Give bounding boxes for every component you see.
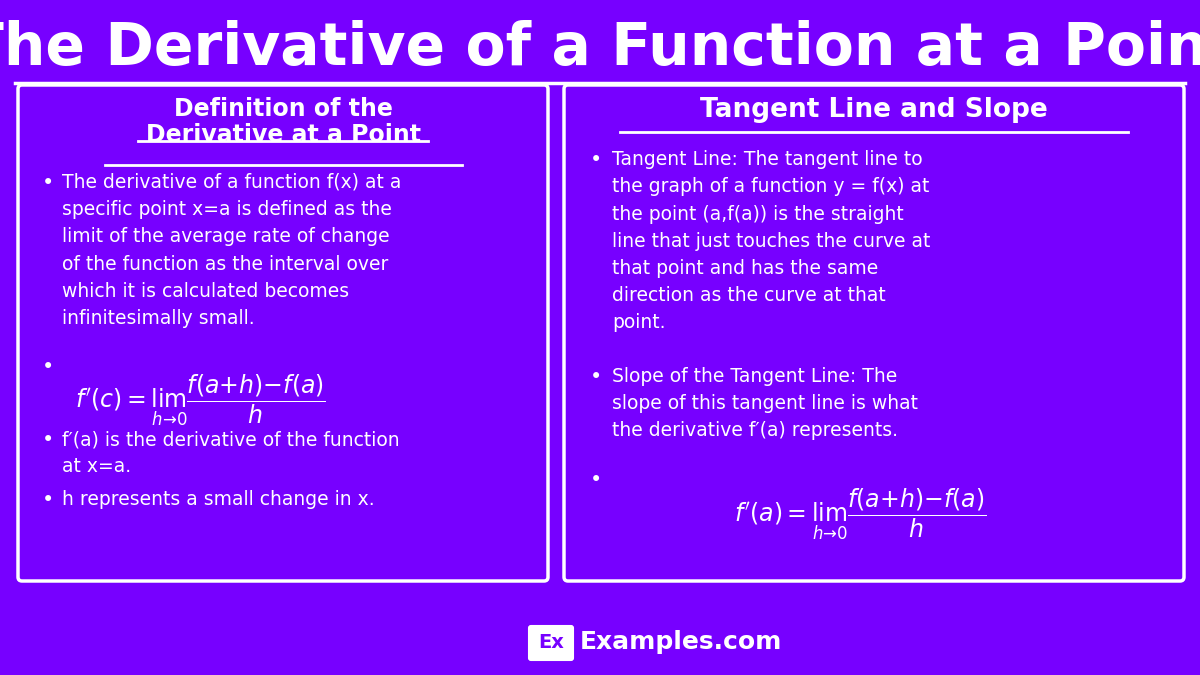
Text: •: • bbox=[42, 357, 54, 377]
Text: •: • bbox=[42, 173, 54, 193]
Text: •: • bbox=[590, 150, 602, 170]
Text: h represents a small change in x.: h represents a small change in x. bbox=[62, 490, 374, 509]
Text: The derivative of a function f(x) at a
specific point x=a is defined as the
limi: The derivative of a function f(x) at a s… bbox=[62, 173, 401, 328]
Text: $f'(a) = \lim_{h\to 0} \dfrac{f(a+h)-f(a)}{h}$: $f'(a) = \lim_{h\to 0} \dfrac{f(a+h)-f(a… bbox=[733, 487, 986, 542]
Text: Definition of the: Definition of the bbox=[174, 97, 392, 121]
Text: Tangent Line and Slope: Tangent Line and Slope bbox=[700, 97, 1048, 123]
Text: •: • bbox=[590, 470, 602, 490]
Text: The Derivative of a Function at a Point: The Derivative of a Function at a Point bbox=[0, 20, 1200, 77]
Text: Tangent Line: The tangent line to
the graph of a function y = f(x) at
the point : Tangent Line: The tangent line to the gr… bbox=[612, 150, 930, 333]
Text: •: • bbox=[590, 367, 602, 387]
Text: •: • bbox=[42, 430, 54, 450]
Text: Derivative at a Point: Derivative at a Point bbox=[145, 123, 420, 147]
FancyBboxPatch shape bbox=[529, 626, 574, 660]
Text: f′(a) is the derivative of the function
at x=a.: f′(a) is the derivative of the function … bbox=[62, 430, 400, 477]
Text: Examples.com: Examples.com bbox=[580, 630, 782, 654]
FancyBboxPatch shape bbox=[18, 85, 548, 581]
FancyBboxPatch shape bbox=[564, 85, 1184, 581]
Text: $f'(c) = \lim_{h\to 0} \dfrac{f(a+h)-f(a)}{h}$: $f'(c) = \lim_{h\to 0} \dfrac{f(a+h)-f(a… bbox=[74, 373, 325, 428]
Text: •: • bbox=[42, 490, 54, 510]
Text: Ex: Ex bbox=[538, 632, 564, 651]
Text: Slope of the Tangent Line: The
slope of this tangent line is what
the derivative: Slope of the Tangent Line: The slope of … bbox=[612, 367, 918, 441]
